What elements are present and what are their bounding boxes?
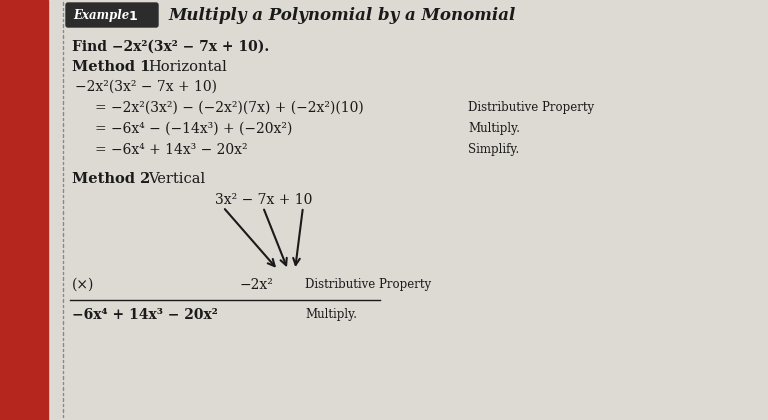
Text: Horizontal: Horizontal — [148, 60, 227, 74]
Text: Method 2: Method 2 — [72, 172, 151, 186]
Text: (×): (×) — [72, 278, 94, 292]
Text: = −2x²(3x²) − (−2x²)(7x) + (−2x²)(10): = −2x²(3x²) − (−2x²)(7x) + (−2x²)(10) — [95, 101, 364, 115]
Text: Simplify.: Simplify. — [468, 143, 519, 156]
Text: 1: 1 — [128, 10, 137, 23]
Text: Multiply.: Multiply. — [305, 308, 357, 321]
Text: Example: Example — [73, 10, 129, 23]
Text: Vertical: Vertical — [148, 172, 205, 186]
Text: Multiply a Polynomial by a Monomial: Multiply a Polynomial by a Monomial — [168, 8, 515, 24]
Text: −2x²: −2x² — [240, 278, 274, 292]
Text: Find −2x²(3x² − 7x + 10).: Find −2x²(3x² − 7x + 10). — [72, 40, 270, 54]
Text: −2x²(3x² − 7x + 10): −2x²(3x² − 7x + 10) — [75, 80, 217, 94]
FancyBboxPatch shape — [66, 3, 158, 27]
Text: −6x⁴ + 14x³ − 20x²: −6x⁴ + 14x³ − 20x² — [72, 308, 218, 322]
Text: Multiply.: Multiply. — [468, 122, 520, 135]
Text: = −6x⁴ − (−14x³) + (−20x²): = −6x⁴ − (−14x³) + (−20x²) — [95, 122, 293, 136]
Text: Distributive Property: Distributive Property — [468, 101, 594, 114]
Bar — [0, 0, 48, 420]
Text: Method 1: Method 1 — [72, 60, 151, 74]
Text: 3x² − 7x + 10: 3x² − 7x + 10 — [215, 193, 313, 207]
Text: Distributive Property: Distributive Property — [305, 278, 431, 291]
Text: = −6x⁴ + 14x³ − 20x²: = −6x⁴ + 14x³ − 20x² — [95, 143, 247, 157]
